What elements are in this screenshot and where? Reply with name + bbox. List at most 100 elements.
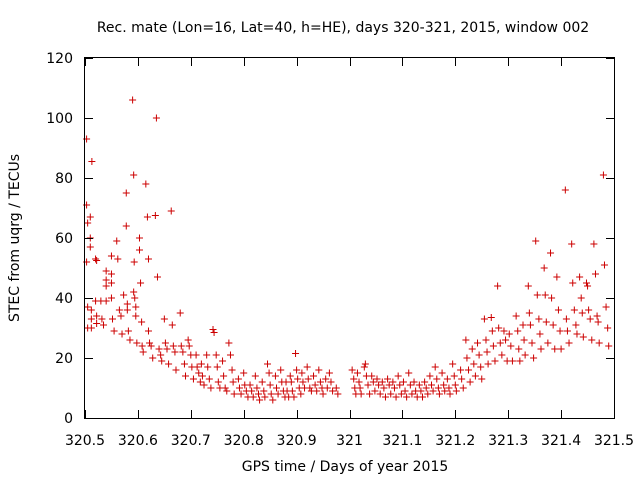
x-tick-label: 321.2 <box>435 433 475 449</box>
data-point <box>131 294 139 302</box>
data-point <box>120 291 128 299</box>
data-point <box>496 339 504 347</box>
data-point <box>403 393 411 401</box>
data-point <box>366 390 374 398</box>
data-point <box>397 390 405 398</box>
data-point <box>544 339 552 347</box>
data-point <box>329 387 337 395</box>
data-point <box>356 384 364 392</box>
data-point <box>579 333 587 341</box>
x-tick-label: 320.8 <box>224 433 264 449</box>
data-point <box>549 321 557 329</box>
data-point <box>431 363 439 371</box>
data-point <box>155 345 163 353</box>
data-point <box>251 372 259 380</box>
data-point <box>135 246 143 254</box>
data-point <box>489 342 497 350</box>
data-point <box>286 372 294 380</box>
data-point <box>249 393 257 401</box>
data-point <box>107 252 115 260</box>
data-point <box>389 378 397 386</box>
data-point <box>230 390 238 398</box>
data-point <box>471 372 479 380</box>
data-point <box>204 363 212 371</box>
data-point <box>380 384 388 392</box>
data-point <box>256 396 264 404</box>
data-point <box>396 381 404 389</box>
data-point <box>547 249 555 257</box>
data-point <box>266 381 274 389</box>
data-point <box>376 390 384 398</box>
data-point <box>452 387 460 395</box>
data-point <box>182 372 190 380</box>
data-point <box>163 345 171 353</box>
data-point <box>311 381 319 389</box>
data-point <box>334 390 342 398</box>
data-point <box>491 357 499 365</box>
data-point <box>408 390 416 398</box>
data-point <box>570 306 578 314</box>
data-point <box>576 273 584 281</box>
data-point <box>381 393 389 401</box>
data-point <box>220 372 228 380</box>
axis-ticks <box>85 58 615 419</box>
data-point <box>535 315 543 323</box>
data-point <box>401 387 409 395</box>
data-point <box>577 294 585 302</box>
data-point <box>563 327 571 335</box>
data-point <box>562 315 570 323</box>
data-point <box>480 315 488 323</box>
data-point <box>470 360 478 368</box>
data-point <box>553 273 561 281</box>
data-point <box>169 342 177 350</box>
data-point <box>172 366 180 374</box>
data-point <box>375 381 383 389</box>
data-point <box>466 378 474 386</box>
data-point <box>87 324 95 332</box>
data-point <box>290 393 298 401</box>
data-point <box>102 267 110 275</box>
data-point <box>384 375 392 383</box>
data-point <box>223 387 231 395</box>
data-point <box>516 357 524 365</box>
data-point <box>360 363 368 371</box>
data-point <box>168 321 176 329</box>
data-point <box>474 339 482 347</box>
x-tick-label: 320.6 <box>118 433 158 449</box>
data-point <box>565 339 573 347</box>
data-point <box>176 309 184 317</box>
data-point <box>508 357 516 365</box>
data-point <box>507 342 515 350</box>
data-point <box>424 390 432 398</box>
x-tick-label: 321.4 <box>541 433 581 449</box>
data-point <box>353 369 361 377</box>
data-point <box>209 326 217 333</box>
y-axis-label: STEC from uqrg / TECUs <box>7 154 23 322</box>
y-tick-label: 80 <box>55 171 73 187</box>
data-point <box>605 342 613 350</box>
data-point <box>228 366 236 374</box>
data-point <box>124 327 132 335</box>
data-point <box>184 336 192 344</box>
data-point <box>160 315 168 323</box>
data-point <box>198 372 206 380</box>
data-point <box>327 378 335 386</box>
data-point <box>487 314 495 321</box>
data-point <box>600 261 608 269</box>
y-tick-labels: 0 20 40 60 80 100 120 <box>46 51 73 427</box>
data-point <box>449 360 457 368</box>
data-point <box>525 309 533 317</box>
y-tick-label: 20 <box>55 351 73 367</box>
data-point <box>117 312 125 320</box>
data-point <box>406 381 414 389</box>
data-point <box>325 369 333 377</box>
data-point <box>556 327 564 335</box>
data-point <box>135 234 143 242</box>
x-tick-label: 321.5 <box>594 433 634 449</box>
data-point <box>115 306 123 314</box>
data-point <box>138 318 146 326</box>
data-point <box>573 330 581 338</box>
data-point <box>568 240 576 248</box>
data-point <box>107 279 115 287</box>
